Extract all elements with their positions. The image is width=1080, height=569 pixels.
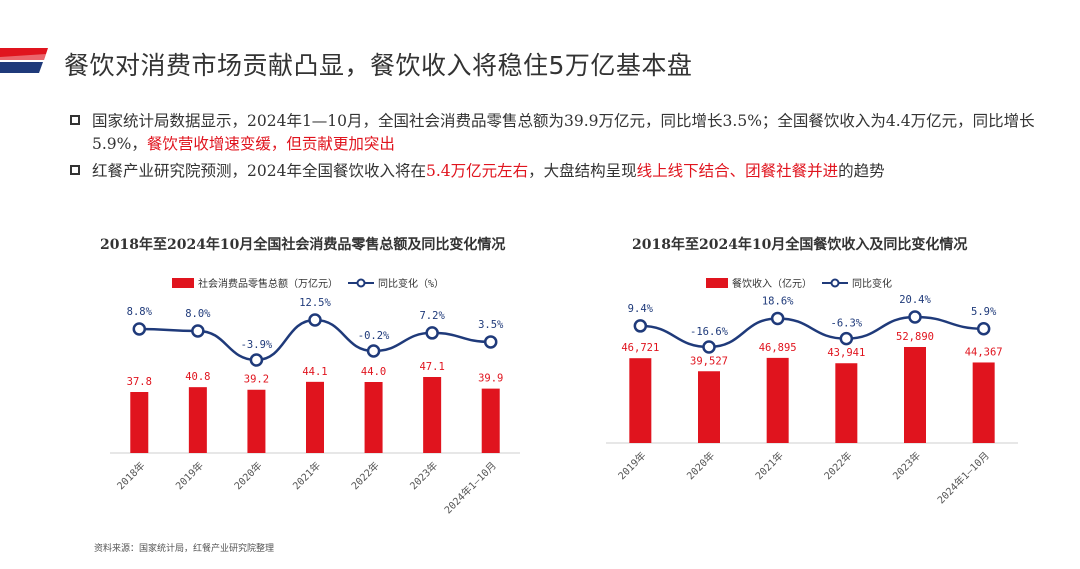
yoy-point [976, 322, 991, 336]
category-tick-label: 2019年 [615, 449, 648, 482]
bar-value-label: 47.1 [419, 361, 444, 373]
bar-value-label: 39.2 [244, 374, 269, 386]
yoy-value-label: -3.9% [241, 339, 273, 351]
category-tick-label: 2023年 [890, 449, 923, 482]
legend-marker-line [830, 278, 840, 288]
yoy-point [702, 340, 716, 354]
yoy-value-label: 7.2% [419, 310, 445, 322]
bar-value-label: 44,367 [965, 346, 1003, 358]
bullet-box-icon [70, 115, 80, 125]
yoy-point [366, 344, 381, 358]
yoy-value-label: -16.6% [690, 326, 729, 338]
bar [904, 347, 926, 443]
bar-value-label: 52,890 [896, 331, 934, 343]
yoy-value-label: 8.0% [185, 308, 211, 320]
bar [835, 363, 858, 443]
bar-value-label: 37.8 [127, 376, 152, 388]
bar [698, 371, 720, 443]
category-tick-label: 2022年 [348, 459, 381, 492]
yoy-point [132, 322, 147, 336]
bar [629, 358, 652, 443]
yoy-value-label: 9.4% [628, 303, 654, 315]
category-tick-label: 2021年 [290, 459, 323, 492]
yoy-point [908, 310, 922, 324]
bullet-box-icon [70, 165, 80, 175]
bar-value-label: 40.8 [185, 371, 210, 383]
bar [364, 382, 383, 453]
yoy-point [483, 335, 498, 349]
bullet-2-highlight-b: 线上线下结合、团餐社餐并进 [636, 162, 839, 180]
bar-value-label: 39.9 [478, 373, 503, 385]
yoy-value-label: 20.4% [899, 294, 931, 306]
yoy-point [839, 331, 854, 346]
chart-2-title: 2018年至2024年10月全国餐饮收入及同比变化情况 [632, 237, 968, 253]
yoy-value-label: 8.8% [127, 306, 153, 318]
category-tick-label: 2024年1—10月 [441, 459, 498, 516]
yoy-value-label: 3.5% [478, 319, 504, 331]
bullet-2-text-a: 红餐产业研究院预测，2024年全国餐饮收入将在 [92, 162, 426, 180]
legend-label-bar: 餐饮收入（亿元） [732, 277, 812, 290]
bar-value-label: 44.0 [361, 366, 386, 378]
bar-value-label: 44.1 [302, 366, 327, 378]
category-tick-label: 2023年 [407, 459, 440, 492]
yoy-point [633, 319, 648, 333]
yoy-point [770, 311, 785, 326]
category-tick-label: 2018年 [114, 459, 147, 492]
title-band-logo [0, 48, 48, 73]
bar [130, 392, 149, 453]
bullet-2-text-b: ，大盘结构呈现 [528, 162, 637, 180]
legend-label-line: 同比变化 [852, 277, 892, 290]
yoy-point [425, 326, 439, 340]
legend-label-bar: 社会消费品零售总额（万亿元） [198, 277, 338, 290]
category-tick-label: 2020年 [231, 459, 264, 492]
legend-marker-line [356, 278, 366, 288]
legend-swatch-bar [172, 278, 194, 288]
yoy-value-label: 12.5% [299, 297, 331, 309]
bar [188, 387, 207, 453]
bar [481, 388, 500, 453]
source-note: 资料来源：国家统计局，红餐产业研究院整理 [94, 544, 275, 554]
category-tick-label: 2020年 [684, 449, 717, 482]
bullet-1-highlight: 餐饮营收增速变缓，但贡献更加突出 [146, 135, 395, 153]
bar-value-label: 46,721 [621, 342, 659, 354]
bullet-2-highlight-a: 5.4万亿元左右 [425, 162, 529, 180]
bullet-list: 国家统计局数据显示，2024年1—10月，全国社会消费品零售总额为39.9万亿元… [70, 110, 1060, 187]
yoy-value-label: -6.3% [831, 318, 863, 330]
yoy-value-label: -0.2% [358, 330, 390, 342]
bar [972, 362, 995, 443]
category-tick-label: 2022年 [821, 449, 854, 482]
bar [306, 381, 324, 453]
page-title: 餐饮对消费市场贡献凸显，餐饮收入将稳住5万亿基本盘 [64, 51, 693, 80]
legend-swatch-bar [706, 278, 728, 288]
bar-value-label: 39,527 [690, 355, 728, 367]
yoy-value-label: 5.9% [971, 306, 997, 318]
chart-1-title: 2018年至2024年10月全国社会消费品零售总额及同比变化情况 [100, 237, 506, 253]
bar-value-label: 43,941 [827, 347, 865, 359]
bullet-2-text-c: 的趋势 [838, 162, 885, 180]
yoy-point [308, 313, 322, 327]
yoy-point [191, 324, 205, 338]
category-tick-label: 2019年 [173, 459, 206, 492]
yoy-series-line [640, 315, 984, 349]
bar [766, 357, 789, 443]
yoy-series-line [139, 318, 491, 362]
legend-label-line: 同比变化（%） [378, 277, 444, 290]
yoy-value-label: 18.6% [762, 295, 794, 307]
bar [247, 389, 266, 453]
yoy-point [249, 353, 264, 367]
bar [423, 377, 442, 453]
bullet-1-text: 国家统计局数据显示，2024年1—10月，全国社会消费品零售总额为39.9万亿元… [92, 112, 1035, 153]
bullet-item-1: 国家统计局数据显示，2024年1—10月，全国社会消费品零售总额为39.9万亿元… [70, 110, 1060, 156]
category-tick-label: 2024年1—10月 [934, 449, 991, 506]
category-tick-label: 2021年 [752, 449, 785, 482]
bar-value-label: 46,895 [759, 342, 797, 354]
bullet-item-2: 红餐产业研究院预测，2024年全国餐饮收入将在5.4万亿元左右，大盘结构呈现线上… [70, 160, 1060, 183]
